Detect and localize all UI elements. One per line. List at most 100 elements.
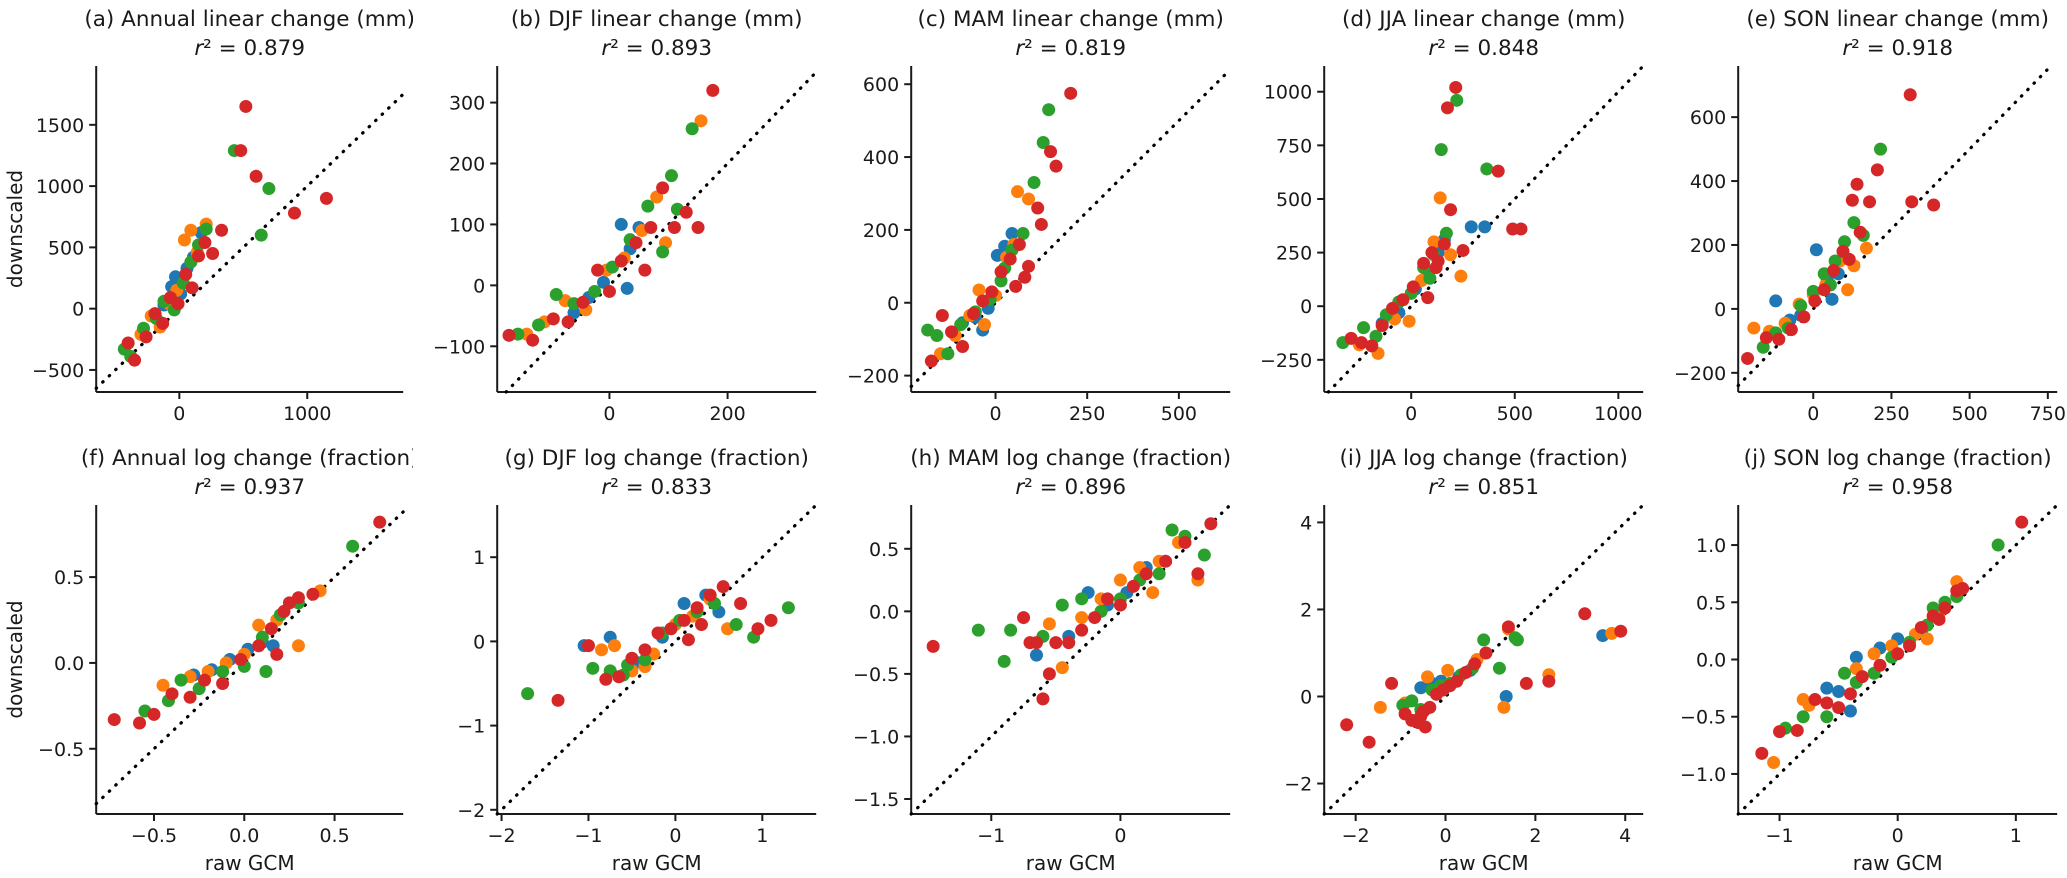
x-tick-label: −2 <box>1342 825 1370 847</box>
scatter-point-red <box>1003 252 1017 266</box>
scatter-point-red <box>121 336 135 350</box>
scatter-point-red <box>1043 145 1057 159</box>
scatter-point-red <box>1385 676 1399 690</box>
panel-r-squared: r² = 0.819 <box>1015 36 1126 61</box>
y-tick-label: 400 <box>1690 171 1726 193</box>
scatter-point-red <box>691 601 705 615</box>
scatter-point-green <box>641 199 655 213</box>
panel-title: (c) MAM linear change (mm) <box>917 7 1223 32</box>
scatter-point-red <box>599 672 613 686</box>
scatter-point-red <box>1113 598 1127 612</box>
scatter-point-red <box>319 191 333 205</box>
scatter-point-green <box>665 169 679 183</box>
panel-r-squared: r² = 0.851 <box>1429 475 1540 500</box>
x-tick-label: −1 <box>1765 825 1793 847</box>
y-tick-label: 1 <box>474 547 486 569</box>
scatter-point-red <box>582 639 596 653</box>
scatter-point-red <box>1423 700 1437 714</box>
x-tick-label: 0 <box>1807 403 1819 425</box>
scatter-point-green <box>971 623 985 637</box>
scatter-point-red <box>1034 217 1048 231</box>
scatter-point-green <box>1508 631 1522 645</box>
scatter-point-orange <box>156 678 170 692</box>
scatter-point-green <box>1837 235 1851 249</box>
x-axis-label: raw GCM <box>1026 851 1116 875</box>
scatter-point-orange <box>177 233 191 247</box>
scatter-point-red <box>502 328 516 342</box>
scatter-point-orange <box>1146 586 1160 600</box>
scatter-point-red <box>185 281 199 295</box>
panel-title: (d) JJA linear change (mm) <box>1342 7 1625 32</box>
scatter-point-red <box>1850 177 1864 191</box>
panel-b: (b) DJF linear change (mm) r² = 0.893 0 200… <box>413 0 826 439</box>
scatter-point-blue <box>1849 650 1863 664</box>
panel-title: (a) Annual linear change (mm) <box>84 7 413 32</box>
scatter-point-red <box>680 205 694 219</box>
scatter-point-green <box>586 661 600 675</box>
scatter-point-red <box>1344 331 1358 345</box>
scatter-point-red <box>1754 746 1768 760</box>
scatter-point-red <box>107 713 121 727</box>
scatter-point-orange <box>1374 700 1388 714</box>
scatter-point-red <box>1029 636 1043 650</box>
scatter-point-red <box>1807 294 1821 308</box>
scatter-point-green <box>1003 623 1017 637</box>
panel-f-svg: (f) Annual log change (fraction) r² = 0.9… <box>3 446 413 875</box>
y-tick-label: 0 <box>1300 296 1312 318</box>
panel-r-squared: r² = 0.833 <box>602 475 713 500</box>
y-tick-label: 1000 <box>36 176 84 198</box>
scatter-point-red <box>638 263 652 277</box>
scatter-point-red <box>695 618 709 632</box>
scatter-point-blue <box>615 217 629 231</box>
scatter-point-red <box>1759 331 1773 345</box>
scatter-point-orange <box>1867 647 1881 661</box>
scatter-point-red <box>638 643 652 657</box>
scatter-point-red <box>156 316 170 330</box>
scatter-point-green <box>1074 592 1088 606</box>
scatter-point-red <box>1790 723 1804 737</box>
panel-title: (e) SON linear change (mm) <box>1746 7 2049 32</box>
scatter-point-green <box>994 274 1008 288</box>
scatter-point-green <box>1847 216 1861 230</box>
identity-line <box>909 68 1232 389</box>
scatter-point-green <box>930 329 944 343</box>
x-axis-label: raw GCM <box>205 851 295 875</box>
scatter-point-orange <box>1010 185 1024 199</box>
x-tick-label: 0 <box>604 403 616 425</box>
scatter-point-red <box>2014 515 2028 529</box>
scatter-point-red <box>1178 536 1192 550</box>
scatter-point-red <box>1421 291 1435 305</box>
scatter-point-red <box>128 353 142 367</box>
y-tick-label: 100 <box>449 214 485 236</box>
y-tick-label: −0.5 <box>1680 707 1726 729</box>
scatter-point-green <box>262 182 276 196</box>
scatter-point-green <box>532 318 546 332</box>
scatter-point-red <box>1362 735 1376 749</box>
y-tick-label: 4 <box>1300 512 1312 534</box>
scatter-point-red <box>215 223 229 237</box>
scatter-point-red <box>206 247 220 261</box>
panel-h: (h) MAM log change (fraction) r² = 0.896 −… <box>827 439 1240 878</box>
scatter-point-green <box>1434 143 1448 157</box>
scatter-point-red <box>1355 336 1369 350</box>
scatter-point-blue <box>1809 243 1823 257</box>
scatter-point-green <box>1806 284 1820 298</box>
scatter-point-orange <box>1055 661 1069 675</box>
scatter-point-red <box>625 651 639 665</box>
scatter-point-green <box>1357 321 1371 335</box>
scatter-point-orange <box>977 318 991 332</box>
panel-title: (j) SON log change (fraction) <box>1743 446 2051 471</box>
y-tick-label: 200 <box>1690 235 1726 257</box>
scatter-point-green <box>1493 661 1507 675</box>
identity-line <box>495 503 819 816</box>
scatter-point-red <box>1479 646 1493 660</box>
scatter-point-red <box>133 716 147 730</box>
y-tick-label: 0.0 <box>869 601 899 623</box>
scatter-point-red <box>1438 237 1452 251</box>
panel-r-squared: r² = 0.918 <box>1842 36 1953 61</box>
scatter-point-orange <box>1859 241 1873 255</box>
x-tick-label: 200 <box>710 403 746 425</box>
scatter-point-red <box>1938 601 1952 615</box>
panel-a: (a) Annual linear change (mm) r² = 0.879 0… <box>0 0 413 439</box>
scatter-point-red <box>751 622 765 636</box>
